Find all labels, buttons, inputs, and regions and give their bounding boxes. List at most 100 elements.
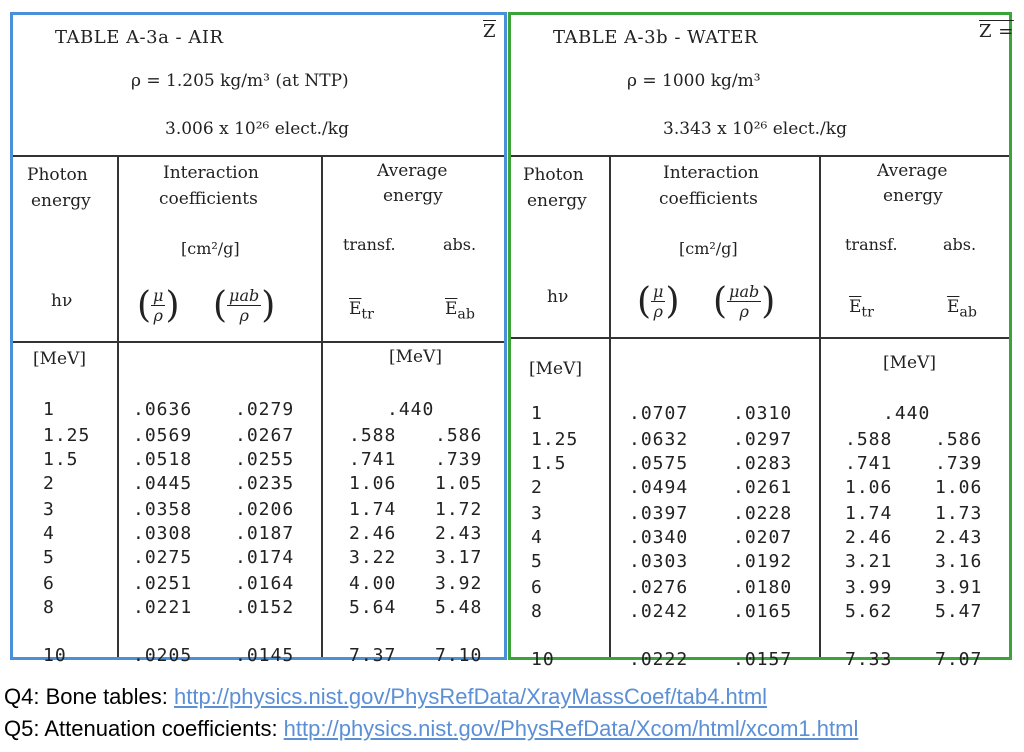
- air-row-4-energy: 2: [43, 473, 55, 494]
- air-col-divider-2: [321, 155, 323, 657]
- air-row-1-mu-rho: .0636: [133, 399, 193, 420]
- q5-link[interactable]: http://physics.nist.gov/PhysRefData/Xcom…: [283, 716, 859, 741]
- air-row-8-energy: 6: [43, 573, 55, 594]
- air-row-5-eab: 1.72: [435, 499, 483, 520]
- air-row-4-etr: 1.06: [349, 473, 397, 494]
- air-row-1-muab-rho: .0279: [235, 399, 295, 420]
- water-row-7-energy: 5: [531, 551, 543, 572]
- water-row-9-energy: 8: [531, 601, 543, 622]
- air-row-1-energy: 1: [43, 399, 55, 420]
- air-col-energy: energy: [31, 191, 91, 211]
- water-row-3-energy: 1.5: [531, 453, 567, 474]
- water-row-4-mu-rho: .0494: [629, 477, 689, 498]
- air-row-6-mu-rho: .0308: [133, 523, 193, 544]
- water-coeff-unit: [cm²/g]: [679, 239, 738, 258]
- air-row-3-eab: .739: [435, 449, 483, 470]
- air-row-10-mu-rho: .0205: [133, 645, 193, 666]
- water-col-energy: energy: [527, 191, 587, 211]
- water-row-7-etr: 3.21: [845, 551, 893, 572]
- footer-q5: Q5: Attenuation coefficients: http://phy…: [4, 716, 858, 742]
- water-row-6-etr: 2.46: [845, 527, 893, 548]
- air-row-2-etr: .588: [349, 425, 397, 446]
- water-col-coefficients: coefficients: [659, 189, 758, 209]
- air-row-4-muab-rho: .0235: [235, 473, 295, 494]
- water-etr-symbol: Etr: [849, 297, 874, 321]
- water-col-photon: Photon: [523, 165, 584, 185]
- air-col-photon: Photon: [27, 165, 88, 185]
- water-unit-avg: [MeV]: [883, 353, 937, 373]
- air-col-divider-1: [117, 155, 119, 657]
- water-row-2-etr: .588: [845, 429, 893, 450]
- water-row-10-muab-rho: .0157: [733, 649, 793, 670]
- air-row-7-energy: 5: [43, 547, 55, 568]
- water-row-5-eab: 1.73: [935, 503, 983, 524]
- air-muab-rho-symbol: (μab ρ): [213, 285, 276, 326]
- air-row-8-eab: 3.92: [435, 573, 483, 594]
- water-row-8-muab-rho: .0180: [733, 577, 793, 598]
- air-row-7-mu-rho: .0275: [133, 547, 193, 568]
- air-corner-z: Z: [483, 21, 497, 42]
- air-row-5-mu-rho: .0358: [133, 499, 193, 520]
- water-row-10-mu-rho: .0222: [629, 649, 689, 670]
- air-header-divider: [13, 155, 504, 157]
- water-row-1-etr: .440: [883, 403, 931, 424]
- air-row-9-mu-rho: .0221: [133, 597, 193, 618]
- water-header-divider: [511, 155, 1009, 157]
- air-row-7-etr: 3.22: [349, 547, 397, 568]
- air-row-2-muab-rho: .0267: [235, 425, 295, 446]
- water-row-2-energy: 1.25: [531, 429, 579, 450]
- water-density: ρ = 1000 kg/m³: [627, 71, 761, 91]
- water-eab-symbol: Eab: [947, 297, 977, 321]
- air-row-3-mu-rho: .0518: [133, 449, 193, 470]
- water-row-1-energy: 1: [531, 403, 543, 424]
- air-row-10-energy: 10: [43, 645, 67, 666]
- q4-link[interactable]: http://physics.nist.gov/PhysRefData/Xray…: [174, 684, 768, 709]
- air-row-4-mu-rho: .0445: [133, 473, 193, 494]
- water-table-title: TABLE A-3b - WATER: [553, 27, 758, 48]
- air-col-average: Average: [377, 161, 448, 181]
- air-table-panel: TABLE A-3a - AIR Z ρ = 1.205 kg/m³ (at N…: [10, 12, 507, 665]
- water-table-panel: TABLE A-3b - WATER Z = ρ = 1000 kg/m³ 3.…: [508, 12, 1014, 669]
- water-row-1-muab-rho: .0310: [733, 403, 793, 424]
- air-row-7-muab-rho: .0174: [235, 547, 295, 568]
- air-unit-avg: [MeV]: [389, 347, 443, 367]
- air-row-6-eab: 2.43: [435, 523, 483, 544]
- air-row-5-energy: 3: [43, 499, 55, 520]
- air-units-divider: [13, 341, 504, 343]
- air-row-10-etr: 7.37: [349, 645, 397, 666]
- air-row-2-mu-rho: .0569: [133, 425, 193, 446]
- water-col-average: Average: [877, 161, 948, 181]
- water-row-10-energy: 10: [531, 649, 555, 670]
- air-etr-symbol: Etr: [349, 299, 374, 323]
- air-row-5-etr: 1.74: [349, 499, 397, 520]
- water-hv-symbol: hν: [547, 287, 569, 307]
- air-row-6-etr: 2.46: [349, 523, 397, 544]
- air-row-9-muab-rho: .0152: [235, 597, 295, 618]
- water-row-9-etr: 5.62: [845, 601, 893, 622]
- water-row-5-muab-rho: .0228: [733, 503, 793, 524]
- water-row-3-muab-rho: .0283: [733, 453, 793, 474]
- water-row-3-etr: .741: [845, 453, 893, 474]
- water-row-5-etr: 1.74: [845, 503, 893, 524]
- water-row-4-muab-rho: .0261: [733, 477, 793, 498]
- air-unit-energy: [MeV]: [33, 349, 87, 369]
- air-row-7-eab: 3.17: [435, 547, 483, 568]
- water-row-2-mu-rho: .0632: [629, 429, 689, 450]
- water-row-6-muab-rho: .0207: [733, 527, 793, 548]
- water-row-8-energy: 6: [531, 577, 543, 598]
- air-row-3-muab-rho: .0255: [235, 449, 295, 470]
- air-abs-label: abs.: [443, 235, 477, 254]
- footer-q4: Q4: Bone tables: http://physics.nist.gov…: [4, 684, 767, 710]
- air-row-4-eab: 1.05: [435, 473, 483, 494]
- water-abs-label: abs.: [943, 235, 977, 254]
- air-row-8-muab-rho: .0164: [235, 573, 295, 594]
- air-density: ρ = 1.205 kg/m³ (at NTP): [131, 71, 349, 91]
- water-corner-z: Z =: [979, 21, 1014, 42]
- water-electron-density: 3.343 x 10²⁶ elect./kg: [663, 119, 847, 139]
- water-row-8-mu-rho: .0276: [629, 577, 689, 598]
- air-row-6-energy: 4: [43, 523, 55, 544]
- water-row-9-mu-rho: .0242: [629, 601, 689, 622]
- water-mu-rho-symbol: (μ ρ): [637, 281, 680, 322]
- air-table-title: TABLE A-3a - AIR: [55, 27, 224, 48]
- air-electron-density: 3.006 x 10²⁶ elect./kg: [165, 119, 349, 139]
